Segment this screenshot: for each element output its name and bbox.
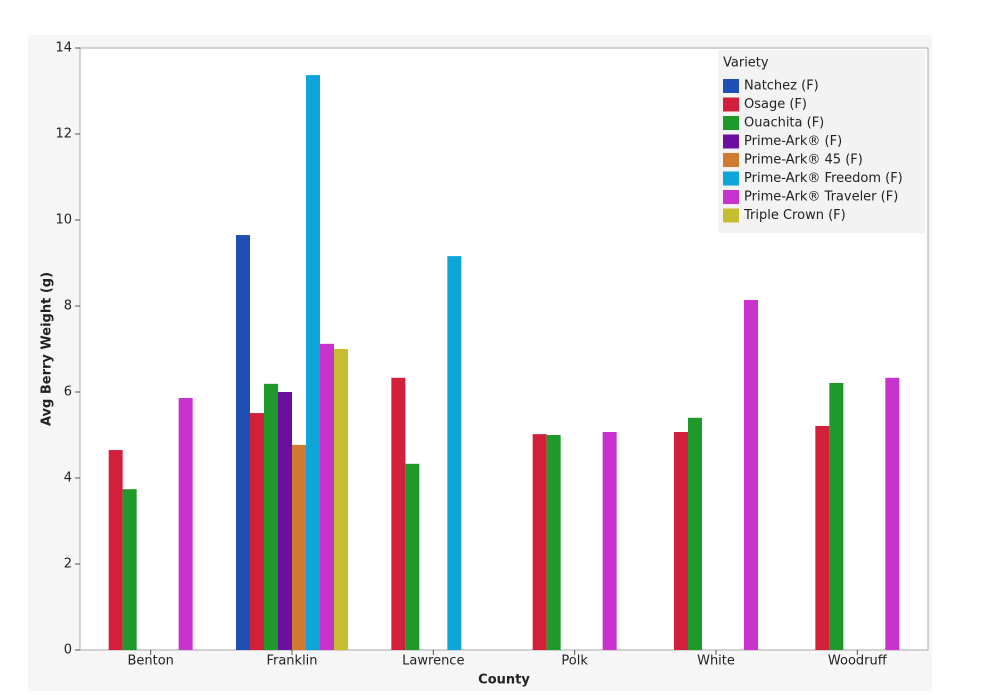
bar — [334, 349, 348, 650]
legend-label: Prime-Ark® 45 (F) — [744, 153, 863, 168]
y-tick-label: 12 — [55, 127, 72, 142]
bar — [885, 377, 900, 650]
legend-label: Ouachita (F) — [744, 116, 824, 131]
y-tick-label: 6 — [64, 385, 72, 400]
legend-title: Variety — [723, 56, 769, 71]
bar — [236, 235, 250, 651]
y-tick-label: 10 — [55, 213, 72, 228]
bar — [546, 435, 561, 650]
y-tick-label: 14 — [55, 41, 72, 56]
bar — [320, 343, 334, 650]
x-tick-label: Polk — [561, 654, 588, 669]
bar — [264, 383, 278, 650]
bar — [391, 377, 406, 650]
legend-label: Prime-Ark® Traveler (F) — [744, 190, 898, 205]
bar — [122, 489, 137, 650]
x-tick-label: Benton — [127, 654, 173, 669]
bar — [602, 431, 617, 650]
legend-swatch — [723, 208, 739, 223]
legend-box — [718, 50, 925, 233]
bar — [178, 398, 193, 650]
legend-label: Natchez (F) — [744, 79, 819, 94]
bar — [278, 392, 292, 650]
bar — [405, 463, 420, 650]
legend-label: Prime-Ark® Freedom (F) — [744, 171, 903, 186]
y-tick-label: 2 — [64, 557, 72, 572]
x-tick-label: Woodruff — [828, 654, 888, 669]
bar — [744, 299, 758, 650]
legend-swatch — [723, 97, 739, 112]
x-axis-title: County — [478, 673, 530, 688]
bar — [815, 425, 830, 650]
bar — [250, 413, 264, 650]
legend-swatch — [723, 171, 739, 186]
legend-swatch — [723, 116, 739, 130]
y-tick-label: 4 — [64, 471, 72, 486]
y-tick-label: 8 — [64, 299, 72, 314]
legend-label: Osage (F) — [744, 97, 807, 112]
bar — [108, 450, 123, 650]
legend-swatch — [723, 153, 739, 167]
legend-swatch — [723, 190, 739, 204]
legend-swatch — [723, 134, 739, 149]
bar — [292, 444, 306, 650]
x-tick-label: White — [697, 654, 735, 669]
bar — [447, 256, 462, 650]
y-axis-title: Avg Berry Weight (g) — [40, 272, 55, 426]
legend-label: Triple Crown (F) — [743, 208, 846, 223]
bar — [829, 382, 844, 650]
bar — [306, 75, 320, 651]
bar — [688, 417, 702, 650]
y-tick-label: 0 — [64, 643, 72, 658]
legend-swatch — [723, 79, 739, 93]
bar — [532, 434, 547, 650]
x-tick-label: Lawrence — [402, 654, 464, 669]
x-tick-label: Franklin — [266, 654, 317, 669]
legend-label: Prime-Ark® (F) — [744, 134, 842, 149]
bar — [674, 431, 688, 650]
